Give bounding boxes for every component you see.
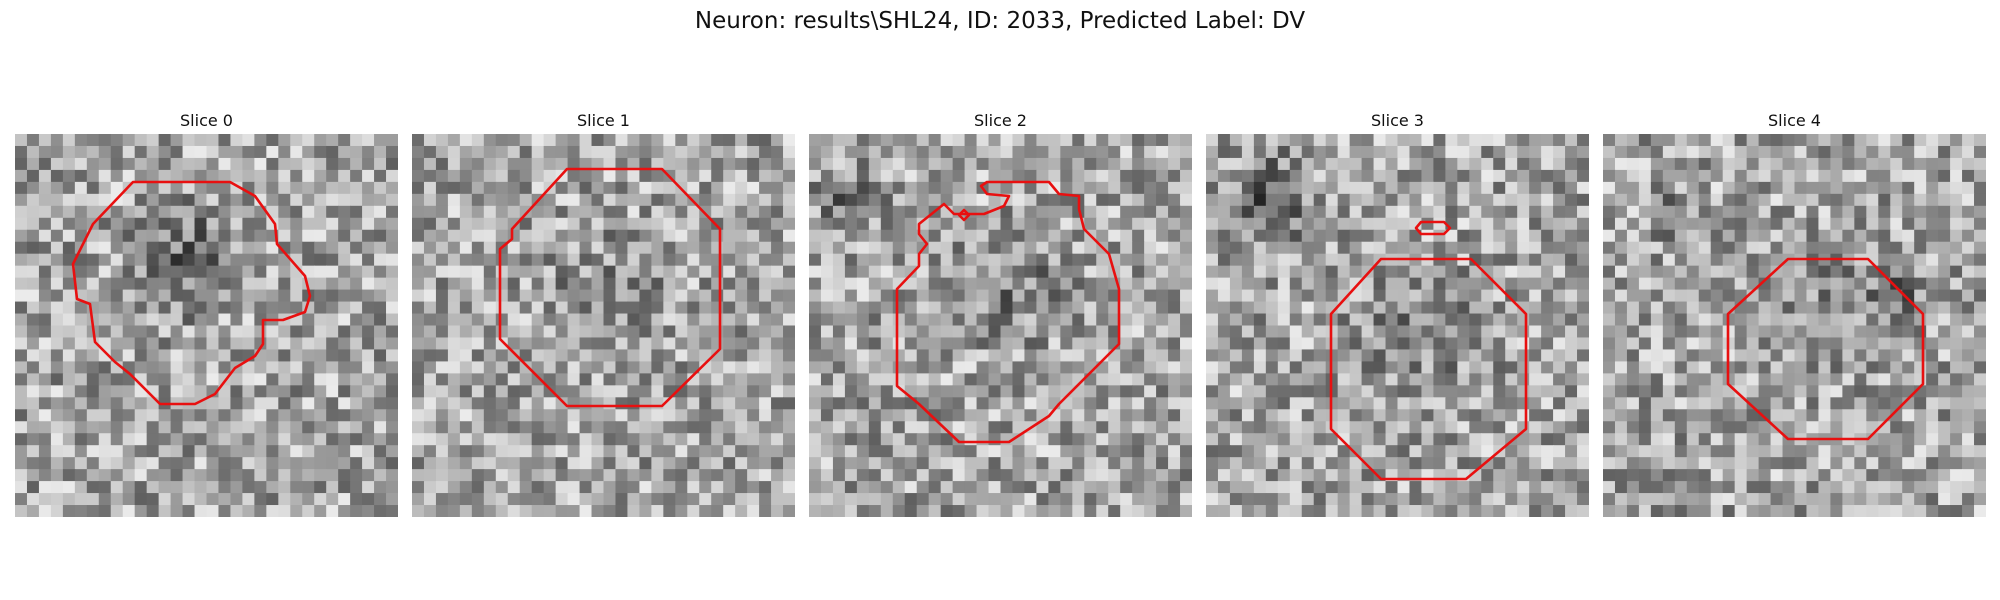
small-contour bbox=[957, 208, 971, 222]
neuron-contour bbox=[1329, 257, 1528, 481]
slice-image bbox=[1603, 134, 1986, 517]
slice-image bbox=[15, 134, 398, 517]
slice-title: Slice 2 bbox=[974, 111, 1027, 130]
slice-panel-1: Slice 1 bbox=[412, 108, 795, 517]
slice-image bbox=[412, 134, 795, 517]
slice-panel-2: Slice 2 bbox=[809, 108, 1192, 517]
slice-title: Slice 3 bbox=[1371, 111, 1424, 130]
slice-image bbox=[1206, 134, 1589, 517]
neuron-contour bbox=[71, 180, 312, 406]
slice-panel-4: Slice 4 bbox=[1603, 108, 1986, 517]
small-contour bbox=[1414, 220, 1452, 236]
neuron-contour bbox=[1726, 257, 1925, 441]
neuron-contour bbox=[498, 167, 722, 408]
slice-title: Slice 4 bbox=[1768, 111, 1821, 130]
slice-image bbox=[809, 134, 1192, 517]
slice-title: Slice 1 bbox=[577, 111, 630, 130]
figure-title: Neuron: results\SHL24, ID: 2033, Predict… bbox=[694, 8, 1306, 34]
neuron-contour bbox=[895, 180, 1121, 444]
slice-panel-0: Slice 0 bbox=[15, 108, 398, 517]
slice-title: Slice 0 bbox=[180, 111, 233, 130]
slice-panel-3: Slice 3 bbox=[1206, 108, 1589, 517]
